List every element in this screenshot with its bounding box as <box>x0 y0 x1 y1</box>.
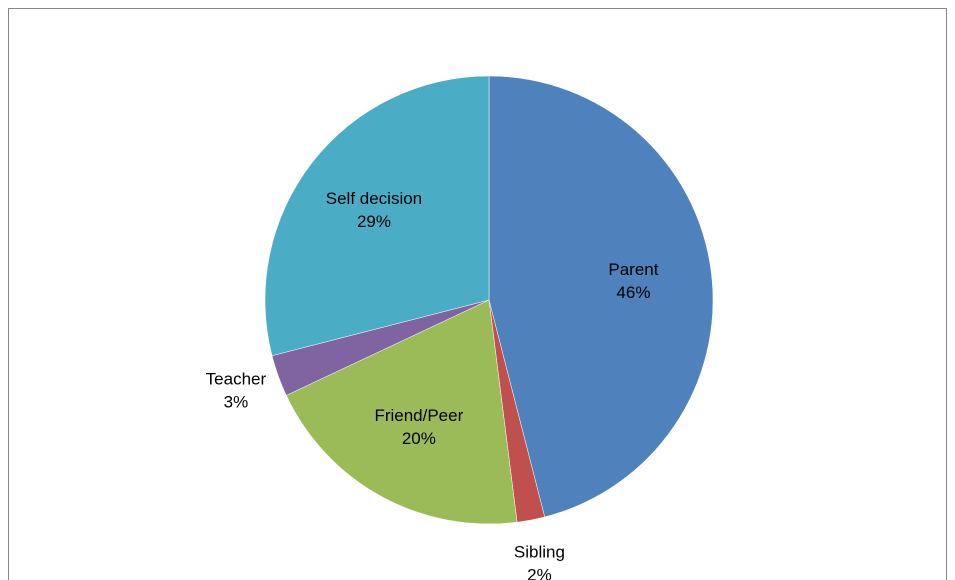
slice-value-label: 2% <box>527 566 552 580</box>
pie-slice <box>488 75 714 518</box>
slice-category-label: Self decision <box>326 189 422 208</box>
pie-slice <box>285 299 518 525</box>
slice-value-label: 3% <box>224 393 249 412</box>
slice-category-label: Parent <box>608 260 658 279</box>
slice-value-label: 29% <box>357 212 391 231</box>
slice-value-label: 20% <box>402 429 436 448</box>
slice-category-label: Sibling <box>514 543 565 562</box>
slice-category-label: Teacher <box>206 370 267 389</box>
pie-slice <box>264 75 490 357</box>
slice-value-label: 46% <box>616 283 650 302</box>
slice-category-label: Friend/Peer <box>374 406 463 425</box>
chart-border <box>8 8 947 580</box>
